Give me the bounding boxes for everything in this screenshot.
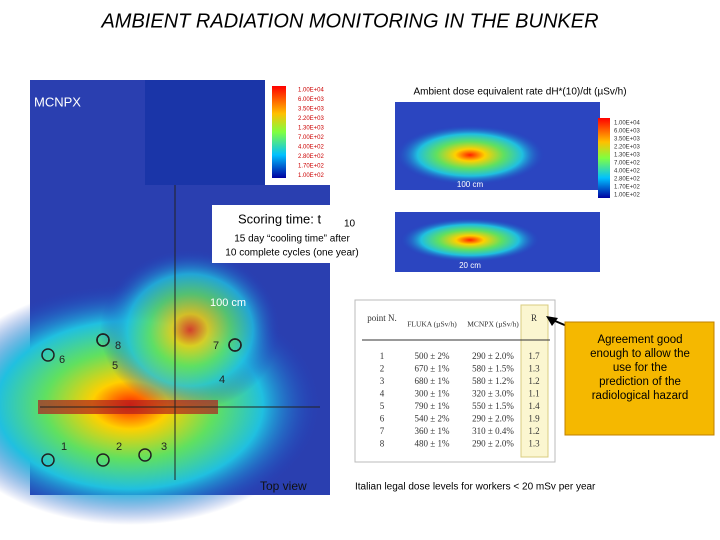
table-cell: 360 ± 1% <box>415 426 450 436</box>
scoring-note: 10 complete cycles (one year) <box>225 248 358 259</box>
table-cell: 290 ± 2.0% <box>472 414 514 424</box>
table-cell: 310 ± 0.4% <box>472 426 514 436</box>
colorbar-label: 6.00E+03 <box>614 129 641 135</box>
table-cell: 1.3 <box>528 439 540 449</box>
table-cell: 670 ± 1% <box>415 364 450 374</box>
measurement-point <box>138 448 152 462</box>
table-cell: 1.7 <box>528 351 540 361</box>
table-cell: 300 ± 1% <box>415 389 450 399</box>
colorbar-label: 4.00E+02 <box>298 145 325 151</box>
table-cell: 1.2 <box>528 376 539 386</box>
table-cell: 1.1 <box>528 389 539 399</box>
colorbar-label: 3.50E+03 <box>298 107 325 113</box>
measurement-point <box>96 453 110 467</box>
table-cell: 1.9 <box>528 414 540 424</box>
colorbar <box>598 118 610 198</box>
colorbar-label: 2.80E+02 <box>614 177 641 183</box>
arrowhead <box>546 316 558 326</box>
table-cell: 790 ± 1% <box>415 401 450 411</box>
colorbar-label: 4.00E+02 <box>614 169 641 175</box>
table-cell: 4 <box>380 389 385 399</box>
scoring-note: 15 day “cooling time” after <box>234 234 350 245</box>
colorbar-label: 3.50E+03 <box>614 137 641 143</box>
point-label: 1 <box>61 441 67 453</box>
scoring-subscript: 10 <box>344 219 356 230</box>
table-cell: 540 ± 2% <box>415 414 450 424</box>
colorbar-label: 1.00E+04 <box>614 121 641 127</box>
table-cell: 500 ± 2% <box>415 351 450 361</box>
colorbar-label: 1.30E+03 <box>298 126 325 132</box>
quantity-label: Ambient dose equivalent rate dH*(10)/dt … <box>413 87 626 98</box>
table-cell: 2 <box>380 364 385 374</box>
point-label: 3 <box>161 441 167 453</box>
table-cell: 1.4 <box>528 401 540 411</box>
colorbar-label: 1.00E+02 <box>614 193 641 199</box>
point-label: 4 <box>219 374 225 386</box>
hotspot <box>100 250 280 410</box>
colorbar-label: 7.00E+02 <box>298 135 325 141</box>
table-cell: 7 <box>380 426 385 436</box>
scoring-box <box>212 205 372 263</box>
table-cell: 320 ± 3.0% <box>472 389 514 399</box>
scale-label: 20 cm <box>459 261 481 270</box>
scoring-text: Scoring time: t <box>238 211 321 226</box>
table-header: MCNPX (µSv/h) <box>467 320 519 329</box>
table-cell: 290 ± 2.0% <box>472 351 514 361</box>
table-cell: 580 ± 1.5% <box>472 364 514 374</box>
colorbar-label: 2.80E+02 <box>298 154 325 160</box>
colorbar-label: 1.00E+02 <box>298 173 325 179</box>
colorbar <box>272 86 286 178</box>
table-header: FLUKA (µSv/h) <box>407 320 457 329</box>
callout-text: Agreement good enough to allow the use for… <box>590 334 690 402</box>
scale-label: 100 cm <box>210 297 246 309</box>
view-label: Top view <box>260 479 307 493</box>
colorbar-label: 1.70E+02 <box>614 185 641 191</box>
scale-label: 100 cm <box>457 180 484 189</box>
table-cell: 550 ± 1.5% <box>472 401 514 411</box>
point-label: 7 <box>213 340 219 352</box>
table-cell: 6 <box>380 414 385 424</box>
table-cell: 8 <box>380 439 385 449</box>
point-label: 5 <box>112 360 118 372</box>
title: AMBIENT RADIATION MONITORING IN THE BUNK… <box>100 10 598 32</box>
measurement-point <box>228 338 242 352</box>
table-cell: 580 ± 1.2% <box>472 376 514 386</box>
colorbar-label: 1.70E+02 <box>298 164 325 170</box>
measurement-point <box>96 333 110 347</box>
table-cell: 1.2 <box>528 426 539 436</box>
table-cell: 480 ± 1% <box>415 439 450 449</box>
measurement-point <box>41 453 55 467</box>
colorbar-label: 7.00E+02 <box>614 161 641 167</box>
colorbar-label: 1.00E+04 <box>298 88 325 94</box>
callout-box <box>564 321 715 436</box>
table-cell: 5 <box>380 401 385 411</box>
table-header: R <box>531 313 537 323</box>
colorbar-label: 2.20E+03 <box>298 116 325 122</box>
colorbar-label: 6.00E+03 <box>298 97 325 103</box>
point-label: 8 <box>115 340 121 352</box>
point-label: 6 <box>59 354 65 366</box>
table-cell: 3 <box>380 376 385 386</box>
table-cell: 1.3 <box>528 364 540 374</box>
footnote: Italian legal dose levels for workers < … <box>355 482 596 493</box>
hotspot <box>395 125 545 185</box>
ratio-highlight <box>520 304 549 458</box>
table-header: point N. <box>367 313 397 323</box>
code-label: MCNPX <box>34 94 81 109</box>
inset-map <box>145 80 265 185</box>
table-cell: 1 <box>380 351 385 361</box>
measurement-point <box>41 348 55 362</box>
table-cell: 290 ± 2.0% <box>472 439 514 449</box>
hotspot <box>400 218 540 262</box>
colorbar-label: 2.20E+03 <box>614 145 641 151</box>
table-cell: 680 ± 1% <box>415 376 450 386</box>
point-label: 2 <box>116 441 122 453</box>
colorbar-label: 1.30E+03 <box>614 153 641 159</box>
